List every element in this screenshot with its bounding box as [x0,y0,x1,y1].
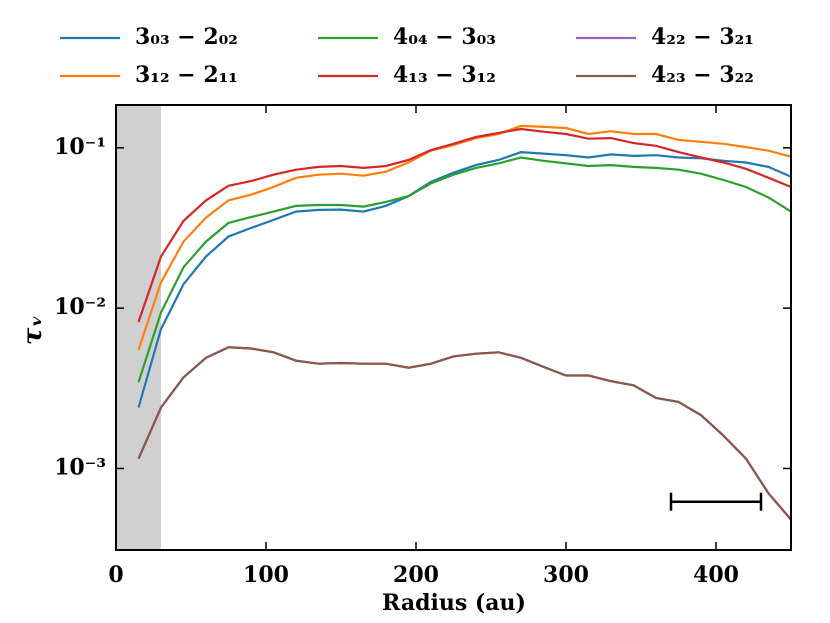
x-tick-label: 300 [543,562,589,588]
x-tick-label: 100 [243,562,289,588]
series-line [137,127,792,323]
legend-label: 4₂₂ − 3₂₁ [651,24,754,50]
x-tick-label: 0 [108,562,123,588]
y-tick-label: 10⁻³ [54,454,106,480]
x-tick-label: 200 [393,562,439,588]
series-line [137,346,792,521]
y-axis-label: τᵥ [18,315,48,345]
legend-label: 4₂₃ − 3₂₂ [651,62,754,88]
y-tick-label: 10⁻² [54,294,106,320]
shaded-region [116,105,161,550]
x-axis-label: Radius (au) [382,590,526,616]
legend-label: 4₁₃ − 3₁₂ [393,62,496,88]
x-tick-label: 400 [693,562,739,588]
series-line [137,346,792,521]
series-line [137,156,792,383]
y-tick-label: 10⁻¹ [54,134,106,160]
legend-label: 3₁₂ − 2₁₁ [135,62,238,88]
plot-frame [115,104,792,551]
series-line [137,150,792,408]
legend-label: 3₀₃ − 2₀₂ [135,24,238,50]
series-line [137,124,792,351]
legend-label: 4₀₄ − 3₀₃ [393,24,496,50]
